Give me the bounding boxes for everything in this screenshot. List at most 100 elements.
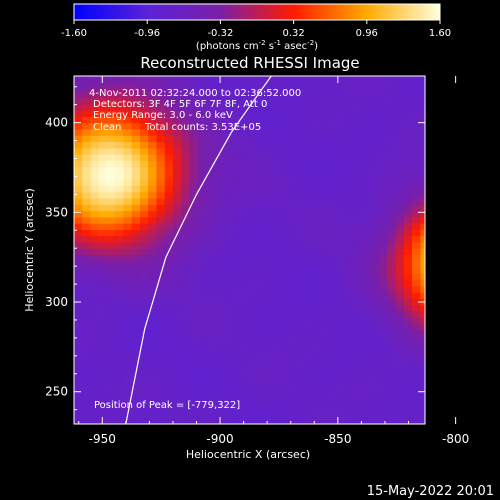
heatmap-cell	[172, 191, 182, 199]
heatmap-cell	[420, 103, 425, 111]
heatmap-cell	[139, 361, 149, 369]
heatmap-cell	[329, 386, 339, 394]
heatmap-cell	[139, 179, 149, 187]
heatmap-cell	[420, 223, 425, 230]
heatmap-cell	[115, 78, 125, 86]
heatmap-cell	[205, 197, 215, 205]
heatmap-cell	[296, 354, 306, 362]
heatmap-cell	[247, 154, 256, 161]
heatmap-cell	[148, 110, 158, 117]
heatmap-cell	[106, 342, 116, 350]
heatmap-cell	[197, 229, 207, 237]
heatmap-cell	[412, 204, 421, 212]
heatmap-cell	[139, 122, 149, 130]
heatmap-cell	[82, 204, 92, 212]
heatmap-cell	[321, 285, 331, 293]
heatmap-cell	[420, 317, 425, 325]
heatmap-cell	[370, 317, 380, 325]
heatmap-cell	[354, 298, 364, 306]
heatmap-cell	[304, 116, 314, 124]
heatmap-cell	[230, 354, 240, 362]
heatmap-cell	[205, 235, 215, 243]
heatmap-cell	[148, 336, 158, 343]
heatmap-cell	[82, 317, 92, 325]
heatmap-cell	[362, 354, 372, 362]
heatmap-cell	[148, 348, 158, 356]
heatmap-cell	[337, 172, 347, 180]
heatmap-cell	[280, 336, 289, 343]
heatmap-cell	[123, 172, 133, 180]
heatmap-cell	[379, 292, 388, 300]
heatmap-cell	[230, 197, 240, 205]
heatmap-cell	[164, 405, 174, 413]
heatmap-cell	[321, 172, 331, 180]
heatmap-cell	[370, 279, 380, 287]
heatmap-cell	[379, 197, 388, 205]
heatmap-cell	[337, 411, 347, 419]
heatmap-cell	[280, 260, 289, 268]
heatmap-cell	[106, 348, 116, 356]
total-counts-label: Total counts: 3.53E+05	[144, 122, 261, 133]
heatmap-cell	[263, 292, 273, 300]
heatmap-cell	[131, 348, 141, 356]
heatmap-cell	[164, 135, 174, 143]
heatmap-cell	[90, 260, 100, 268]
heatmap-cell	[90, 84, 100, 92]
heatmap-cell	[280, 367, 289, 375]
heatmap-cell	[362, 273, 372, 281]
heatmap-cell	[354, 354, 364, 362]
heatmap-cell	[164, 78, 174, 86]
heatmap-cell	[304, 191, 314, 199]
heatmap-cell	[346, 91, 355, 99]
heatmap-cell	[247, 310, 256, 318]
heatmap-cell	[222, 329, 232, 337]
heatmap-cell	[82, 336, 92, 343]
heatmap-cell	[131, 197, 141, 205]
heatmap-cell	[346, 405, 355, 413]
heatmap-cell	[123, 116, 133, 124]
heatmap-cell	[106, 128, 116, 136]
heatmap-cell	[131, 210, 141, 218]
heatmap-cell	[247, 392, 256, 400]
heatmap-cell	[214, 122, 223, 130]
heatmap-cell	[395, 223, 405, 230]
heatmap-cell	[387, 279, 397, 287]
heatmap-cell	[296, 84, 306, 92]
heatmap-cell	[139, 317, 149, 325]
heatmap-cell	[280, 154, 289, 161]
heatmap-cell	[362, 285, 372, 293]
heatmap-cell	[288, 110, 298, 117]
heatmap-cell	[296, 380, 306, 387]
heatmap-cell	[387, 248, 397, 256]
heatmap-cell	[296, 235, 306, 243]
heatmap-cell	[189, 160, 199, 168]
heatmap-cell	[230, 216, 240, 224]
heatmap-cell	[238, 223, 248, 230]
heatmap-cell	[230, 298, 240, 306]
heatmap-cell	[337, 329, 347, 337]
heatmap-cell	[420, 417, 425, 424]
heatmap-cell	[280, 361, 289, 369]
heatmap-cell	[263, 260, 273, 268]
heatmap-cell	[230, 398, 240, 406]
heatmap-cell	[403, 254, 413, 262]
heatmap-cell	[230, 185, 240, 193]
heatmap-cell	[362, 154, 372, 161]
heatmap-cell	[313, 411, 322, 419]
heatmap-cell	[346, 204, 355, 212]
heatmap-cell	[329, 185, 339, 193]
heatmap-cell	[164, 304, 174, 312]
heatmap-cell	[395, 380, 405, 387]
heatmap-cell	[82, 348, 92, 356]
heatmap-cell	[412, 348, 421, 356]
heatmap-cell	[247, 216, 256, 224]
heatmap-cell	[420, 160, 425, 168]
heatmap-cell	[412, 279, 421, 287]
heatmap-cell	[296, 147, 306, 155]
heatmap-cell	[329, 166, 339, 174]
heatmap-cell	[123, 229, 133, 237]
heatmap-cell	[288, 417, 298, 424]
heatmap-cell	[379, 405, 388, 413]
heatmap-cell	[337, 223, 347, 230]
heatmap-cell	[238, 179, 248, 187]
